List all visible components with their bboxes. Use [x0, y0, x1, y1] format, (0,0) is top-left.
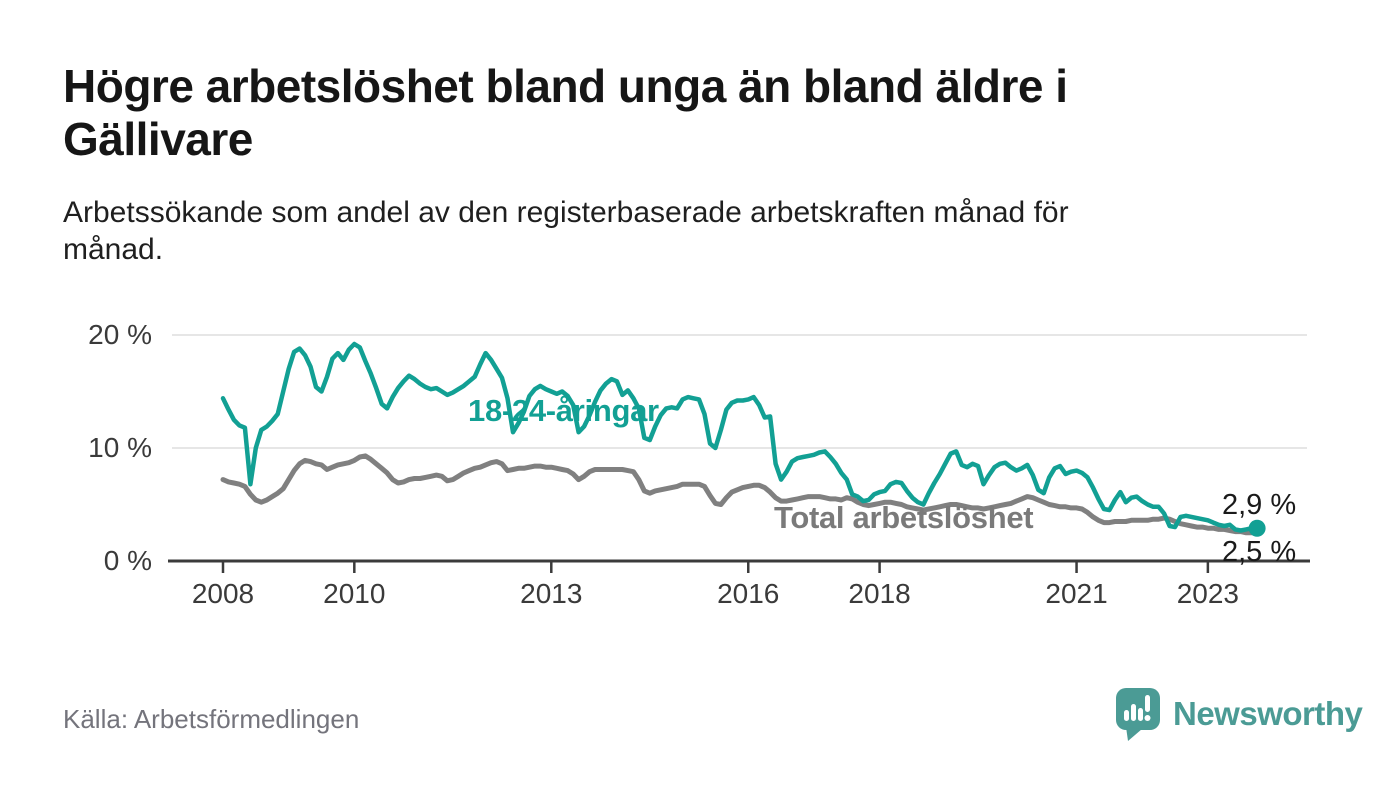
end-value-label-total: 2,5 % [1222, 536, 1297, 568]
y-tick-label: 10 % [88, 432, 152, 463]
x-tick-label: 2016 [717, 578, 780, 609]
series-label-young: 18-24-åringar [468, 393, 659, 428]
chart-subtitle: Arbetssökande som andel av den registerb… [63, 196, 1069, 266]
newsworthy-logo-icon [1116, 688, 1160, 741]
newsworthy-logo-text: Newsworthy [1173, 695, 1363, 732]
x-tick-label: 2010 [323, 578, 386, 609]
y-tick-label: 0 % [103, 545, 152, 576]
x-tick-label: 2008 [191, 578, 255, 609]
x-tick-label: 2018 [848, 578, 911, 609]
page-title: Högre arbetslöshet bland unga än bland ä… [63, 60, 1068, 165]
newsworthy-logo: Newsworthy [1115, 686, 1363, 742]
x-tick-label: 2013 [520, 578, 583, 609]
series-end-dot [1248, 519, 1266, 537]
x-tick-label: 2023 [1176, 578, 1239, 609]
series-line-young [220, 341, 1260, 533]
y-tick-label: 20 % [88, 319, 152, 350]
series-line-total [220, 453, 1260, 536]
series-label-total: Total arbetslöshet [774, 500, 1034, 535]
source-note: Källa: Arbetsförmedlingen [63, 704, 360, 734]
end-value-label-young: 2,9 % [1222, 489, 1297, 521]
x-tick-label: 2021 [1045, 578, 1108, 609]
